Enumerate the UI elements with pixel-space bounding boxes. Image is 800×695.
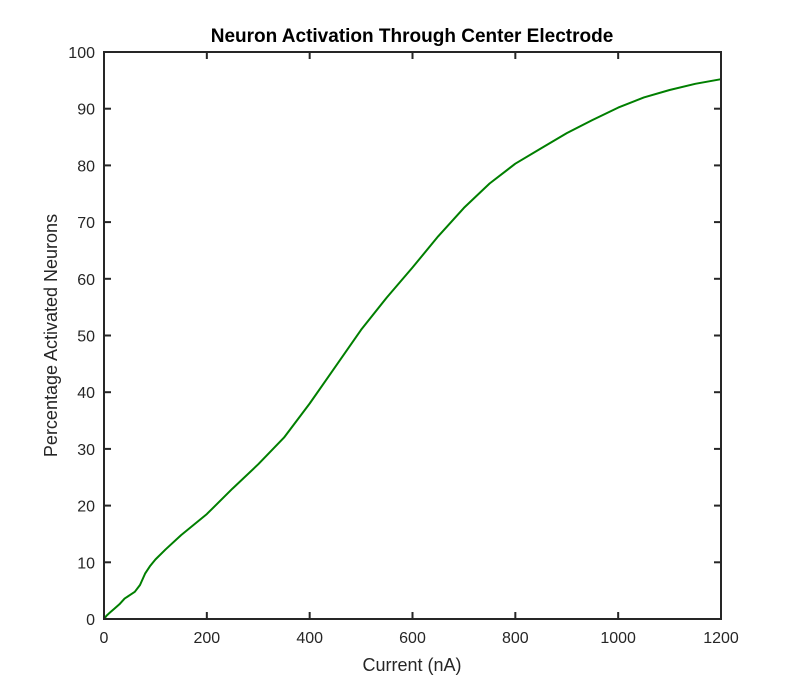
y-tick-label: 30 xyxy=(77,442,95,459)
y-tick-label: 90 xyxy=(77,102,95,119)
series-line xyxy=(103,78,722,620)
x-tick-label: 400 xyxy=(296,630,323,647)
y-tick-label: 10 xyxy=(77,555,95,572)
series-layer xyxy=(103,78,722,620)
x-tick-label: 200 xyxy=(193,630,220,647)
chart-title: Neuron Activation Through Center Electro… xyxy=(211,26,614,47)
y-tick-label: 50 xyxy=(77,329,95,346)
ticks-layer: 0 200 400 600 800 1000 1200 0 10 20 30 40 50 60 70 80 90… xyxy=(68,45,739,647)
axes-box xyxy=(103,51,722,620)
y-tick-label: 70 xyxy=(77,215,95,232)
plot-area xyxy=(104,52,721,619)
x-tick-label: 1200 xyxy=(703,630,739,647)
x-tick-label: 600 xyxy=(399,630,426,647)
y-tick-label: 40 xyxy=(77,385,95,402)
y-tick-label: 60 xyxy=(77,272,95,289)
y-axis-label: Percentage Activated Neurons xyxy=(41,214,61,457)
x-tick-label: 1000 xyxy=(600,630,636,647)
y-tick-label: 0 xyxy=(86,612,95,629)
x-tick-label: 800 xyxy=(502,630,529,647)
x-axis-label: Current (nA) xyxy=(362,655,461,675)
y-tick-label: 100 xyxy=(68,45,95,62)
x-tick-label: 0 xyxy=(100,630,109,647)
y-tick-label: 20 xyxy=(77,499,95,516)
y-tick-label: 80 xyxy=(77,158,95,175)
